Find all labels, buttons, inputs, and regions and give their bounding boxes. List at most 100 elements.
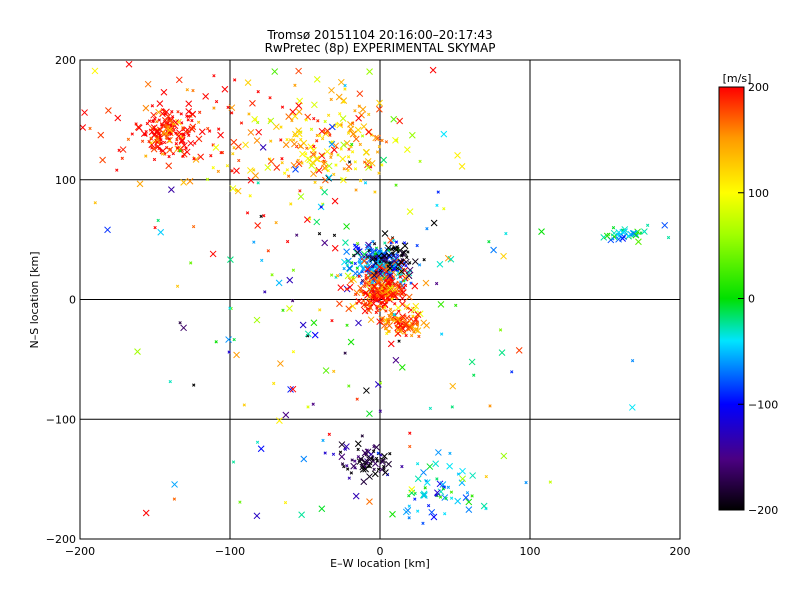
data-point: [307, 217, 312, 221]
data-point: [510, 370, 514, 374]
data-point: [191, 224, 196, 229]
data-point: [399, 329, 404, 333]
data-point: [391, 246, 396, 250]
data-point: [410, 306, 418, 314]
data-point: [446, 462, 453, 470]
data-point: [394, 183, 398, 187]
data-point: [331, 244, 339, 252]
data-point: [373, 190, 377, 194]
data-point: [628, 404, 636, 411]
data-point: [404, 507, 412, 514]
data-point: [304, 118, 308, 122]
data-point: [548, 480, 552, 484]
data-point: [384, 260, 388, 264]
data-point: [355, 319, 362, 327]
data-point: [175, 146, 180, 150]
data-point: [298, 189, 302, 193]
data-point: [286, 276, 294, 284]
data-point: [271, 68, 279, 75]
data-point: [276, 417, 283, 424]
data-point: [335, 93, 343, 101]
data-point: [299, 321, 307, 329]
data-point: [603, 232, 611, 240]
data-point: [374, 261, 378, 266]
data-point: [290, 161, 298, 169]
data-point: [390, 264, 398, 272]
x-tick-label: 200: [670, 545, 691, 558]
data-point: [376, 263, 383, 271]
data-point: [376, 99, 383, 107]
data-point: [490, 246, 497, 254]
data-point: [270, 273, 274, 277]
data-point: [288, 138, 293, 142]
data-point: [362, 291, 366, 295]
data-point: [365, 128, 372, 136]
data-point: [338, 441, 346, 448]
data-point: [267, 158, 275, 165]
data-point: [372, 242, 377, 246]
data-point: [375, 252, 383, 260]
data-point: [214, 99, 219, 104]
data-point: [413, 497, 417, 501]
data-point: [285, 168, 289, 172]
data-point: [401, 242, 409, 250]
data-point: [423, 486, 427, 490]
data-point: [303, 216, 311, 223]
data-point: [374, 134, 382, 142]
data-point: [411, 258, 419, 265]
y-axis-label: N–S location [km]: [28, 251, 41, 348]
data-point: [347, 384, 351, 388]
data-point: [444, 496, 448, 501]
data-point: [140, 139, 145, 143]
data-point: [125, 60, 133, 68]
data-point: [381, 252, 388, 260]
data-point: [430, 513, 438, 521]
data-point: [322, 367, 330, 374]
data-point: [417, 334, 421, 339]
data-point: [156, 126, 164, 134]
data-point: [193, 141, 197, 145]
data-point: [309, 127, 314, 131]
data-point: [405, 306, 410, 310]
data-point: [347, 125, 355, 133]
data-point: [360, 434, 364, 438]
data-point: [379, 293, 386, 301]
data-point: [402, 258, 410, 266]
data-point: [249, 99, 256, 107]
data-point: [391, 238, 396, 243]
data-point: [458, 163, 466, 170]
data-point: [178, 321, 182, 325]
data-point: [440, 130, 448, 138]
data-point: [175, 138, 179, 142]
data-point: [81, 109, 88, 116]
data-point: [376, 290, 380, 295]
data-point: [186, 118, 190, 122]
data-point: [320, 136, 325, 141]
data-point: [422, 279, 430, 287]
data-point: [349, 471, 354, 475]
data-point: [247, 112, 251, 116]
data-point: [315, 133, 319, 138]
data-point: [354, 188, 358, 192]
data-point: [311, 331, 319, 339]
data-point: [157, 228, 165, 236]
data-point: [180, 324, 187, 332]
data-point: [381, 304, 385, 309]
data-point: [351, 121, 355, 125]
data-point: [327, 432, 331, 436]
data-point: [253, 137, 261, 144]
data-point: [395, 138, 399, 142]
data-point: [430, 219, 438, 227]
data-point: [378, 381, 383, 385]
data-point: [150, 145, 158, 153]
data-point: [379, 456, 387, 464]
data-point: [372, 460, 379, 467]
data-point: [387, 291, 395, 298]
data-point: [399, 313, 406, 320]
data-point: [160, 152, 165, 156]
data-point: [354, 249, 361, 256]
data-point: [263, 290, 267, 294]
data-point: [316, 119, 320, 123]
data-point: [186, 177, 194, 185]
data-point: [619, 235, 627, 242]
